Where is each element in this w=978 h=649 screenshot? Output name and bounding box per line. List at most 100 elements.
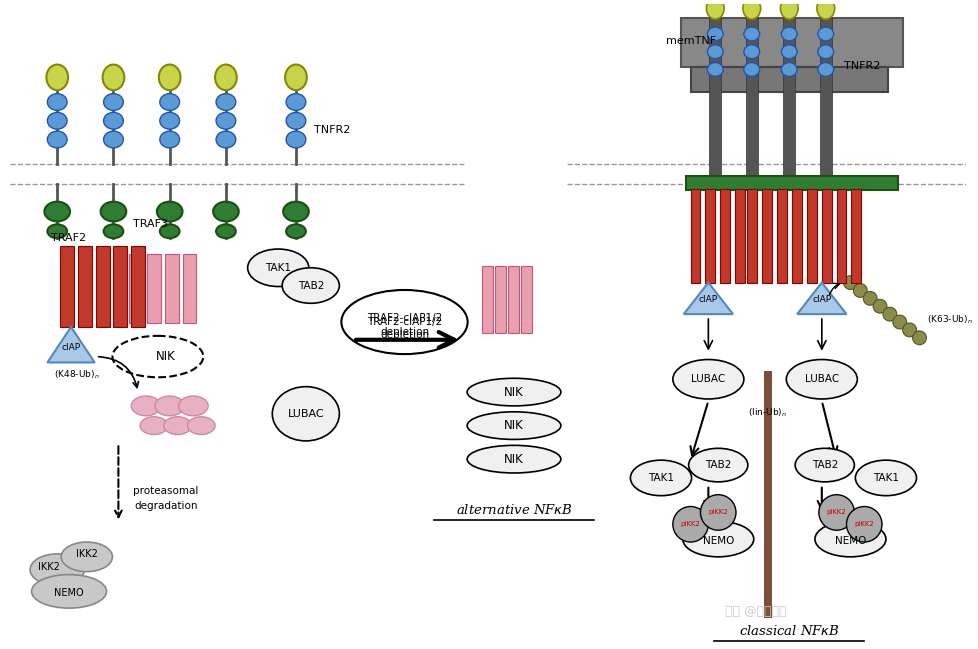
Ellipse shape bbox=[163, 417, 192, 434]
Ellipse shape bbox=[247, 249, 308, 286]
Bar bbox=[164, 254, 178, 323]
Bar bbox=[495, 266, 506, 333]
Ellipse shape bbox=[630, 460, 690, 496]
Ellipse shape bbox=[216, 131, 236, 148]
Circle shape bbox=[882, 307, 896, 321]
Ellipse shape bbox=[47, 131, 67, 148]
Bar bbox=[705, 189, 715, 282]
Text: TAB2: TAB2 bbox=[704, 460, 731, 470]
Text: TRAF2-cIAP1/2: TRAF2-cIAP1/2 bbox=[367, 317, 442, 327]
Ellipse shape bbox=[707, 62, 723, 77]
Ellipse shape bbox=[104, 93, 123, 110]
Ellipse shape bbox=[30, 554, 84, 585]
Ellipse shape bbox=[341, 290, 467, 354]
Ellipse shape bbox=[159, 131, 179, 148]
Bar bbox=[777, 189, 786, 282]
Text: NEMO: NEMO bbox=[54, 589, 84, 598]
Text: depletion: depletion bbox=[379, 330, 428, 340]
Ellipse shape bbox=[47, 225, 67, 238]
Ellipse shape bbox=[743, 62, 759, 77]
Ellipse shape bbox=[46, 64, 68, 90]
Ellipse shape bbox=[159, 93, 179, 110]
Bar bbox=[96, 246, 110, 327]
Bar bbox=[819, 18, 831, 188]
Ellipse shape bbox=[159, 112, 179, 129]
Circle shape bbox=[672, 506, 708, 542]
Text: TAK1: TAK1 bbox=[647, 473, 673, 483]
Polygon shape bbox=[47, 327, 95, 363]
Bar bbox=[520, 266, 531, 333]
Ellipse shape bbox=[158, 64, 180, 90]
Ellipse shape bbox=[104, 225, 123, 238]
Text: pIKK2: pIKK2 bbox=[825, 509, 846, 515]
Ellipse shape bbox=[47, 112, 67, 129]
Circle shape bbox=[863, 291, 876, 305]
Text: NIK: NIK bbox=[504, 386, 523, 398]
Ellipse shape bbox=[285, 64, 306, 90]
Circle shape bbox=[853, 284, 867, 297]
Text: memTNF: memTNF bbox=[665, 36, 715, 46]
Bar bbox=[851, 189, 861, 282]
Ellipse shape bbox=[780, 45, 796, 58]
Ellipse shape bbox=[743, 45, 759, 58]
Ellipse shape bbox=[286, 93, 305, 110]
Bar bbox=[131, 246, 145, 327]
Text: NIK: NIK bbox=[504, 419, 523, 432]
Text: TRAF3: TRAF3 bbox=[133, 219, 168, 229]
Text: TRAF2-cIAP1/2: TRAF2-cIAP1/2 bbox=[367, 313, 442, 323]
Text: cIAP: cIAP bbox=[812, 295, 830, 304]
Ellipse shape bbox=[706, 0, 724, 19]
Ellipse shape bbox=[155, 396, 184, 416]
Bar bbox=[761, 189, 771, 282]
Ellipse shape bbox=[794, 448, 854, 482]
Text: proteasomal: proteasomal bbox=[133, 485, 199, 496]
Ellipse shape bbox=[785, 360, 857, 399]
Text: (lin-Ub)$_n$: (lin-Ub)$_n$ bbox=[747, 406, 786, 419]
Ellipse shape bbox=[688, 448, 747, 482]
Ellipse shape bbox=[780, 27, 796, 41]
Ellipse shape bbox=[282, 268, 339, 303]
Bar bbox=[763, 371, 771, 618]
Text: cIAP: cIAP bbox=[62, 343, 80, 352]
Bar bbox=[685, 176, 897, 190]
Ellipse shape bbox=[286, 225, 305, 238]
Bar bbox=[791, 189, 801, 282]
Circle shape bbox=[902, 323, 915, 337]
Ellipse shape bbox=[104, 112, 123, 129]
Polygon shape bbox=[683, 282, 733, 314]
Bar bbox=[709, 18, 721, 188]
Ellipse shape bbox=[286, 112, 305, 129]
Ellipse shape bbox=[140, 417, 167, 434]
Ellipse shape bbox=[672, 360, 743, 399]
Ellipse shape bbox=[31, 574, 107, 608]
Bar bbox=[821, 189, 831, 282]
Text: NEMO: NEMO bbox=[834, 536, 866, 546]
Text: IKK2: IKK2 bbox=[38, 561, 61, 572]
Bar bbox=[734, 189, 744, 282]
Circle shape bbox=[818, 495, 854, 530]
Ellipse shape bbox=[817, 62, 833, 77]
Text: (K48-Ub)$_n$: (K48-Ub)$_n$ bbox=[54, 368, 100, 380]
Circle shape bbox=[892, 315, 906, 329]
Text: TAB2: TAB2 bbox=[811, 460, 837, 470]
Bar bbox=[147, 254, 160, 323]
Ellipse shape bbox=[817, 45, 833, 58]
Text: LUBAC: LUBAC bbox=[690, 374, 725, 384]
Ellipse shape bbox=[156, 202, 182, 221]
Text: pIKK2: pIKK2 bbox=[708, 509, 728, 515]
Text: classical NF$\kappa$B: classical NF$\kappa$B bbox=[738, 624, 839, 638]
Bar bbox=[113, 246, 127, 327]
Bar bbox=[689, 189, 699, 282]
Ellipse shape bbox=[112, 336, 203, 377]
Ellipse shape bbox=[682, 521, 753, 557]
Bar bbox=[746, 189, 756, 282]
Ellipse shape bbox=[216, 112, 236, 129]
Ellipse shape bbox=[814, 521, 885, 557]
Ellipse shape bbox=[855, 460, 915, 496]
Ellipse shape bbox=[707, 45, 723, 58]
Ellipse shape bbox=[213, 202, 239, 221]
Text: IKK2: IKK2 bbox=[76, 549, 98, 559]
Ellipse shape bbox=[103, 64, 124, 90]
Text: pIKK2: pIKK2 bbox=[680, 521, 700, 527]
Text: TNFR2: TNFR2 bbox=[313, 125, 350, 134]
